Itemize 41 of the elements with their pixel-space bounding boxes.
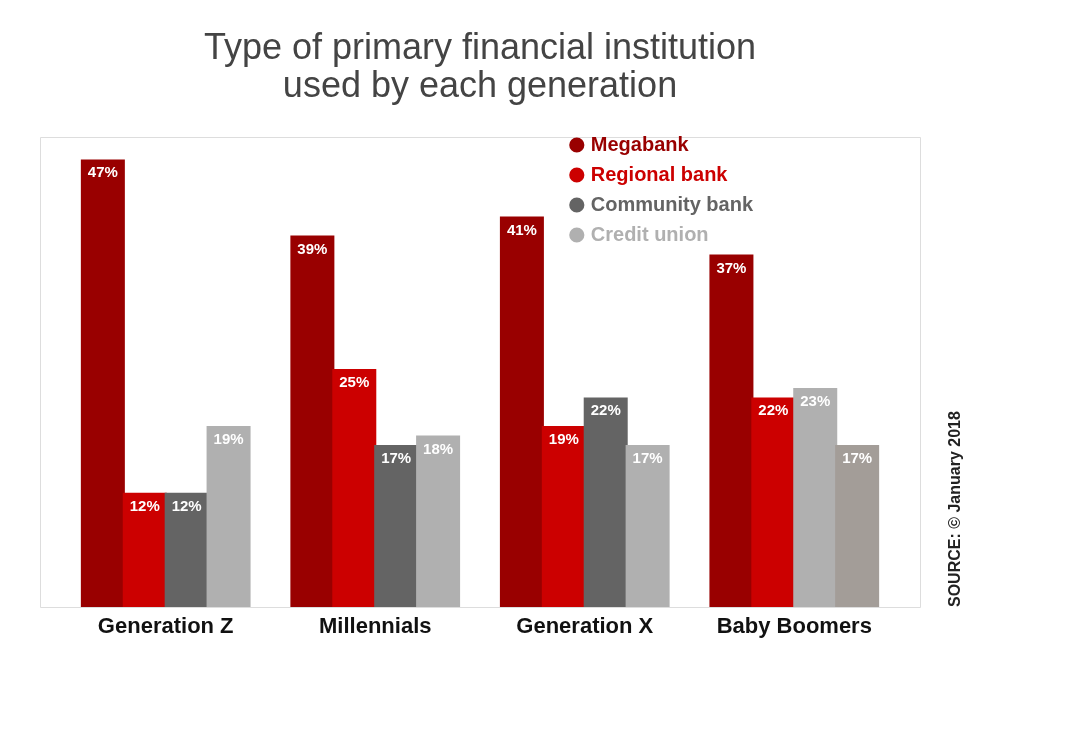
bar <box>290 235 335 607</box>
legend-label: Megabank <box>590 133 690 155</box>
data-label: 47% <box>87 163 118 181</box>
source-note: SOURCE: © January 2018 <box>946 411 963 607</box>
data-label: 37% <box>716 258 747 276</box>
bar <box>751 397 796 607</box>
bar <box>709 254 754 607</box>
x-tick-label: Generation X <box>516 612 654 638</box>
data-label: 19% <box>548 430 579 448</box>
bar <box>164 492 209 607</box>
data-label: 12% <box>129 496 160 514</box>
bar <box>499 216 544 607</box>
data-label: 12% <box>171 496 202 514</box>
legend-label: Community bank <box>590 193 754 215</box>
data-label: 17% <box>842 449 873 467</box>
bar <box>80 159 125 607</box>
legend-label: Regional bank <box>590 163 729 185</box>
bar <box>332 368 377 607</box>
data-label: 19% <box>213 430 244 448</box>
data-label: 41% <box>506 220 537 238</box>
data-label: 22% <box>758 401 789 419</box>
data-label: 39% <box>297 239 328 257</box>
data-label: 17% <box>632 449 663 467</box>
chart-title: Type of primary financial institution used by each generation <box>203 26 757 105</box>
data-label: 25% <box>339 372 370 390</box>
bar <box>835 445 880 607</box>
bar <box>583 397 628 607</box>
legend-label: Credit union <box>590 223 709 245</box>
bar <box>206 426 251 607</box>
bar <box>541 426 586 607</box>
data-label: 17% <box>381 449 412 467</box>
data-label: 23% <box>800 391 831 409</box>
x-tick-label: Generation Z <box>97 612 234 638</box>
bar <box>416 435 461 607</box>
bar <box>625 445 670 607</box>
bar <box>374 445 419 607</box>
data-label: 18% <box>423 439 454 457</box>
data-label: 22% <box>590 401 621 419</box>
x-tick-label: Baby Boomers <box>716 612 872 638</box>
bar <box>122 492 167 607</box>
x-tick-label: Millennials <box>319 612 432 638</box>
